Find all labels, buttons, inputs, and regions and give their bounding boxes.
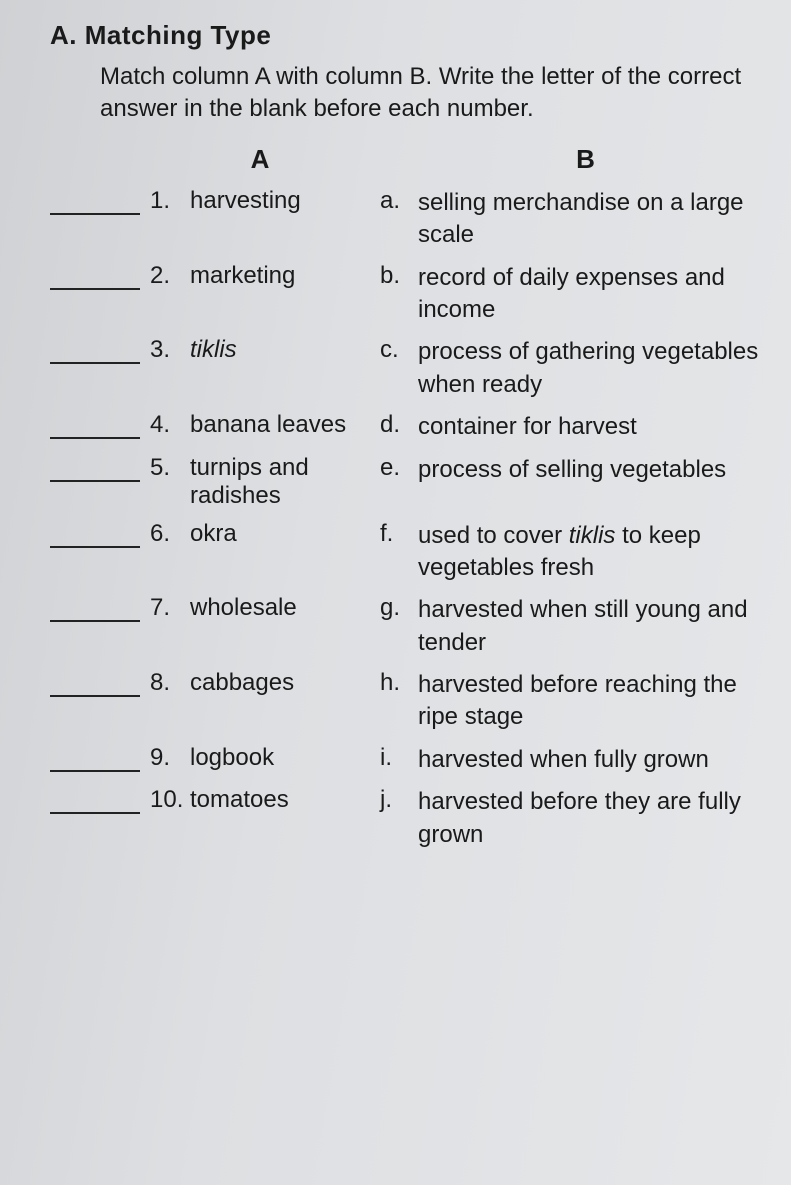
item-number: 6. xyxy=(150,514,190,548)
choice-letter: c. xyxy=(380,330,418,364)
column-b-header: B xyxy=(410,144,761,175)
instructions-text: Match column A with column B. Write the … xyxy=(100,61,760,126)
matching-row: 10.tomatoesj.harvested before they are f… xyxy=(50,780,761,851)
item-number: 8. xyxy=(150,663,190,697)
column-a-term: cabbages xyxy=(190,663,380,697)
answer-blank[interactable] xyxy=(50,524,140,548)
column-b-description: harvested before they are fully grown xyxy=(418,780,761,851)
column-b-description: container for harvest xyxy=(418,405,761,443)
matching-row: 6.okraf.used to cover tiklis to keep veg… xyxy=(50,514,761,585)
matching-row: 9.logbooki.harvested when fully grown xyxy=(50,738,761,776)
item-number: 5. xyxy=(150,448,190,482)
choice-letter: j. xyxy=(380,780,418,814)
column-a-term: wholesale xyxy=(190,588,380,622)
column-b-description: used to cover tiklis to keep vegetables … xyxy=(418,514,761,585)
item-number: 4. xyxy=(150,405,190,439)
answer-blank[interactable] xyxy=(50,748,140,772)
column-a-term: tiklis xyxy=(190,330,380,364)
item-number: 2. xyxy=(150,256,190,290)
column-a-term: okra xyxy=(190,514,380,548)
section-heading: A. Matching Type xyxy=(50,20,761,51)
column-b-description: record of daily expenses and income xyxy=(418,256,761,327)
column-b-description: process of gathering vegetables when rea… xyxy=(418,330,761,401)
column-a-term: tomatoes xyxy=(190,780,380,814)
choice-letter: h. xyxy=(380,663,418,697)
matching-row: 5.turnips and radishese.process of selli… xyxy=(50,448,761,510)
column-b-description: process of selling vegetables xyxy=(418,448,761,486)
choice-letter: b. xyxy=(380,256,418,290)
item-number: 3. xyxy=(150,330,190,364)
column-headers: A B xyxy=(50,144,761,175)
column-a-term: turnips and radishes xyxy=(190,448,380,510)
matching-row: 4.banana leavesd.container for harvest xyxy=(50,405,761,443)
answer-blank[interactable] xyxy=(50,598,140,622)
choice-letter: g. xyxy=(380,588,418,622)
matching-row: 1.harvestinga.selling merchandise on a l… xyxy=(50,181,761,252)
choice-letter: e. xyxy=(380,448,418,482)
column-a-term: logbook xyxy=(190,738,380,772)
item-number: 1. xyxy=(150,181,190,215)
matching-row: 7.wholesaleg.harvested when still young … xyxy=(50,588,761,659)
column-a-header: A xyxy=(50,144,410,175)
choice-letter: d. xyxy=(380,405,418,439)
column-b-description: harvested when fully grown xyxy=(418,738,761,776)
matching-row: 2.marketingb.record of daily expenses an… xyxy=(50,256,761,327)
choice-letter: a. xyxy=(380,181,418,215)
item-number: 10. xyxy=(150,780,190,814)
answer-blank[interactable] xyxy=(50,415,140,439)
column-b-description: selling merchandise on a large scale xyxy=(418,181,761,252)
matching-row: 8.cabbagesh.harvested before reaching th… xyxy=(50,663,761,734)
item-number: 9. xyxy=(150,738,190,772)
column-a-term: marketing xyxy=(190,256,380,290)
matching-row: 3.tiklisc.process of gathering vegetable… xyxy=(50,330,761,401)
column-b-description: harvested when still young and tender xyxy=(418,588,761,659)
choice-letter: i. xyxy=(380,738,418,772)
answer-blank[interactable] xyxy=(50,191,140,215)
answer-blank[interactable] xyxy=(50,266,140,290)
item-number: 7. xyxy=(150,588,190,622)
answer-blank[interactable] xyxy=(50,673,140,697)
worksheet-page: A. Matching Type Match column A with col… xyxy=(0,0,791,1185)
column-b-description: harvested before reaching the ripe stage xyxy=(418,663,761,734)
answer-blank[interactable] xyxy=(50,458,140,482)
column-a-term: banana leaves xyxy=(190,405,380,439)
column-a-term: harvesting xyxy=(190,181,380,215)
answer-blank[interactable] xyxy=(50,790,140,814)
matching-rows: 1.harvestinga.selling merchandise on a l… xyxy=(50,181,761,851)
choice-letter: f. xyxy=(380,514,418,548)
answer-blank[interactable] xyxy=(50,340,140,364)
italic-term: tiklis xyxy=(569,522,616,549)
